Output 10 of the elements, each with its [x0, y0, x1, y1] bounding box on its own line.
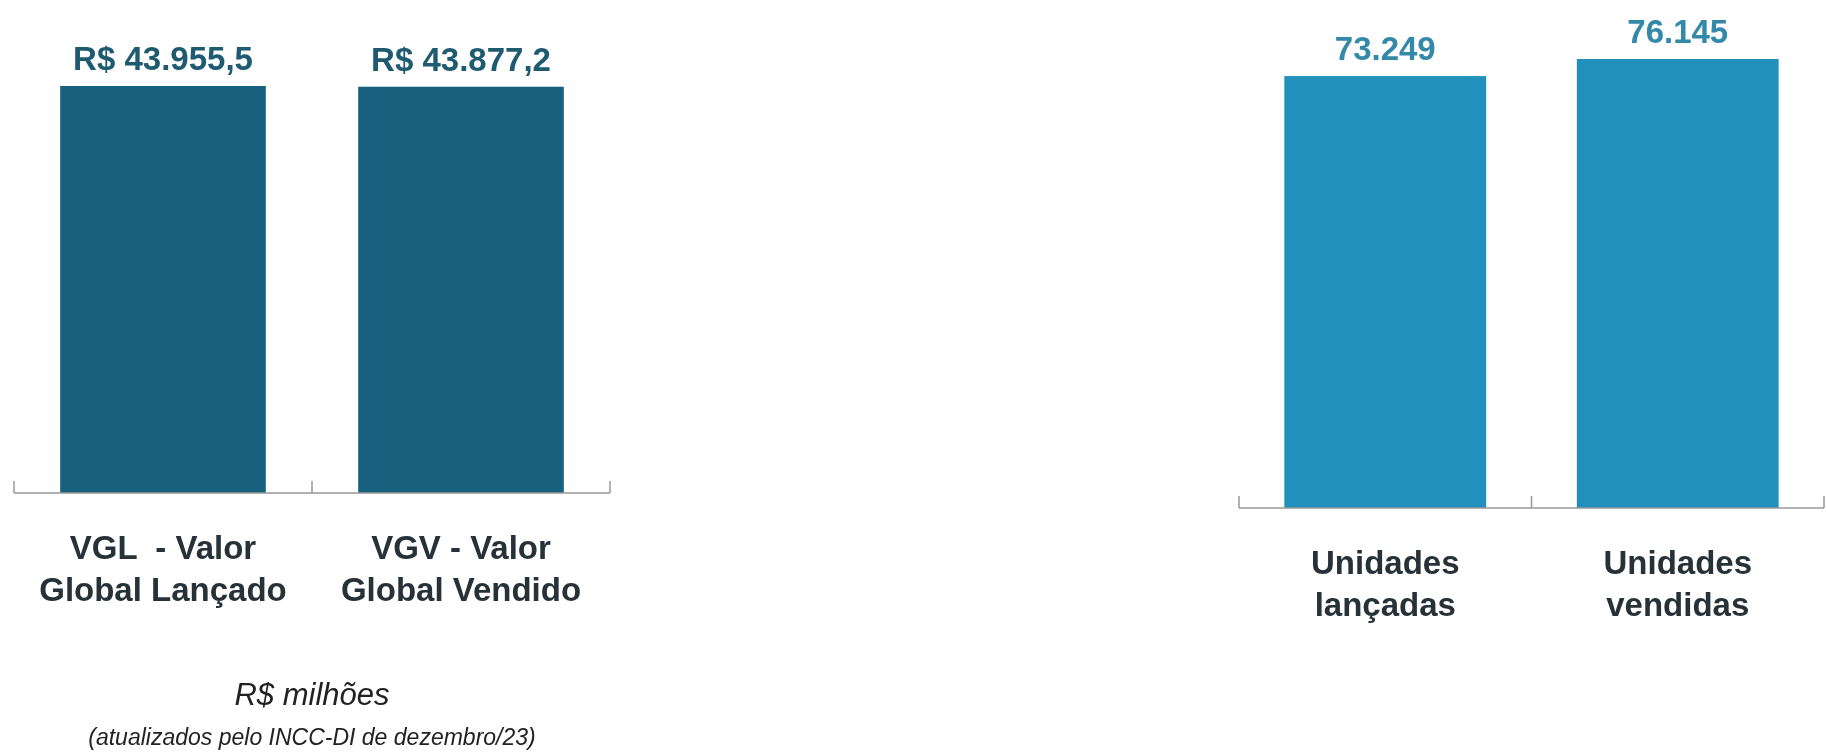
text: R$ milhões [234, 677, 390, 712]
data-label: R$ 43.877,2 [371, 40, 551, 78]
data-label: 73.249 [1334, 30, 1436, 68]
text: (atualizados pelo INCC-DI de dezembro/23) [88, 724, 536, 750]
x-tick-label: Unidades lançadas [1310, 544, 1460, 623]
x-tick-label: VGV - Valor Global Vendido [340, 529, 582, 608]
data-label: 76.145 [1627, 13, 1729, 50]
x-tick-label: Unidades vendidas [1603, 544, 1753, 623]
x-tick-label: VGL - Valor Global Lançado [39, 529, 287, 608]
data-label: R$ 43.955,5 [73, 40, 253, 77]
